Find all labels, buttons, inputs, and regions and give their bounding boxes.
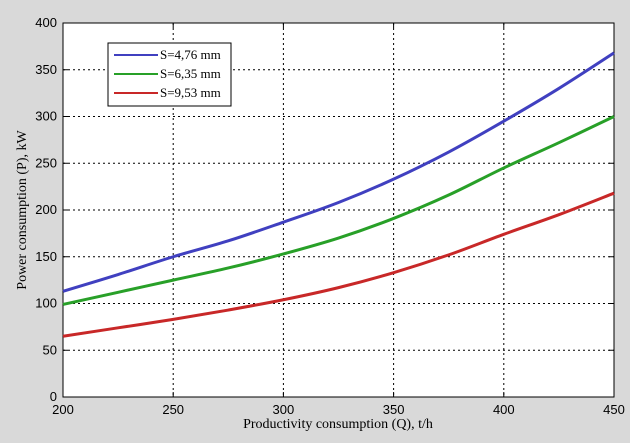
- legend: S=4,76 mm S=6,35 mm S=9,53 mm: [107, 42, 232, 107]
- y-tick-label: 0: [50, 389, 57, 404]
- series-line-3: [62, 191, 615, 338]
- legend-entry-label: S=6,35 mm: [160, 66, 221, 81]
- series-line-1: [62, 51, 615, 293]
- x-tick-label: 300: [273, 402, 295, 417]
- legend-entry-label: S=4,76 mm: [160, 47, 221, 62]
- y-tick-label: 250: [35, 155, 57, 170]
- y-tick-label: 200: [35, 202, 57, 217]
- y-axis-label: Power consumption (P), kW: [15, 130, 30, 290]
- grid-lines: [63, 23, 614, 397]
- series-line-2: [62, 115, 615, 306]
- legend-entry-label: S=9,53 mm: [160, 85, 221, 100]
- x-tick-label: 200: [52, 402, 74, 417]
- x-tick-label: 250: [162, 402, 184, 417]
- x-tick-label: 350: [383, 402, 405, 417]
- y-tick-label: 400: [35, 15, 57, 30]
- y-tick-label: 350: [35, 62, 57, 77]
- x-tick-label: 450: [603, 402, 625, 417]
- y-tick-label: 100: [35, 296, 57, 311]
- y-tick-label: 150: [35, 249, 57, 264]
- x-axis-label: Productivity consumption (Q), t/h: [243, 417, 433, 432]
- y-tick-label: 300: [35, 109, 57, 124]
- series-lines: [62, 51, 615, 338]
- y-tick-label: 50: [43, 342, 57, 357]
- x-tick-label: 400: [493, 402, 515, 417]
- axis-ticks: 200 250 300 350 400 450 0 50 100 150 200 250 300 350 4…: [35, 15, 625, 417]
